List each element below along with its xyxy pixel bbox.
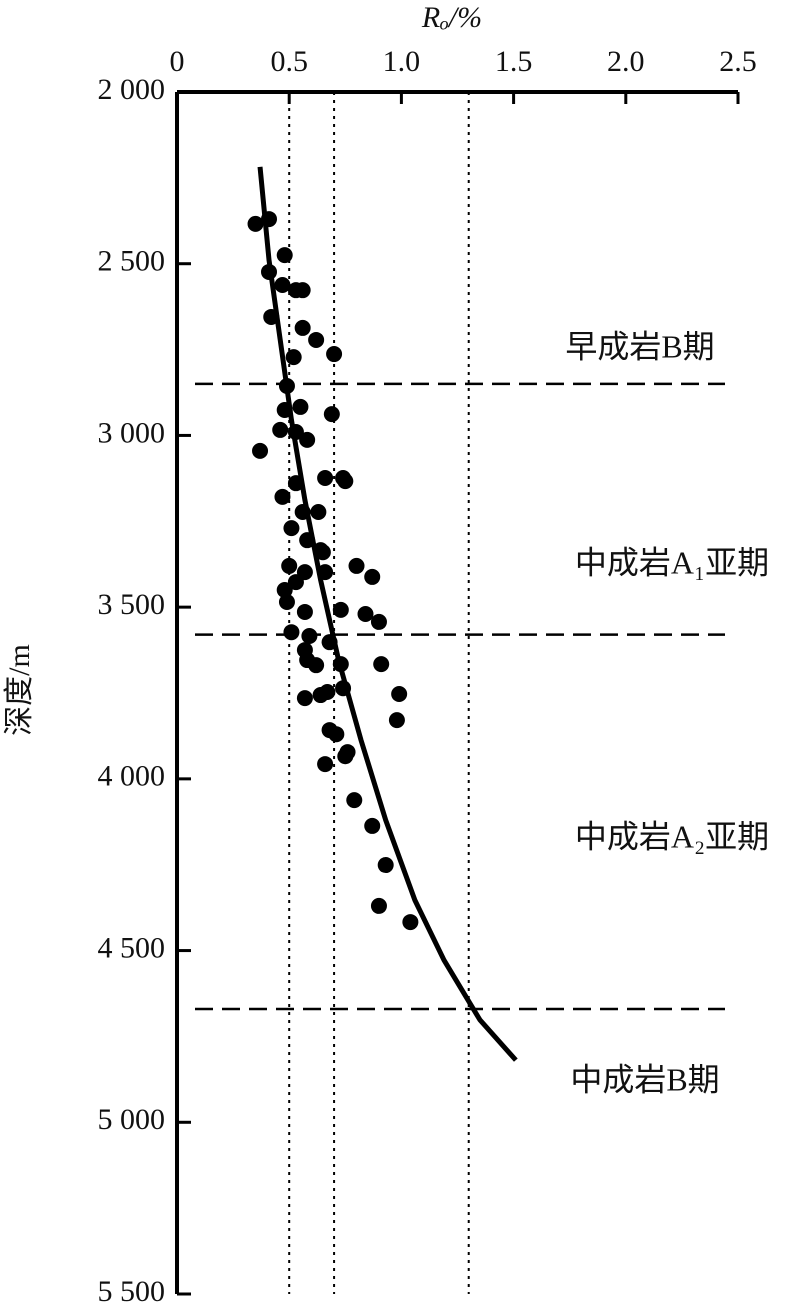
data-point <box>278 593 295 610</box>
annotation: 中成岩A₂亚期 <box>575 818 769 854</box>
data-point <box>377 857 394 874</box>
y-tick-label: 5 000 <box>98 1103 166 1136</box>
data-point <box>370 613 387 630</box>
data-point <box>317 756 334 773</box>
data-point <box>296 603 313 620</box>
data-point <box>252 442 269 459</box>
data-point <box>337 748 354 765</box>
data-point <box>314 544 331 561</box>
data-point <box>388 712 405 729</box>
data-point <box>294 319 311 336</box>
x-tick-label: 2.0 <box>607 45 645 78</box>
x-axis-title: Rₒ/% <box>421 1 482 34</box>
data-point <box>357 606 374 623</box>
x-tick-label: 0 <box>170 45 185 78</box>
data-point <box>308 657 325 674</box>
annotation: 中成岩B期 <box>570 1061 719 1097</box>
data-point <box>281 557 298 574</box>
data-point <box>274 277 291 294</box>
x-tick-label: 1.5 <box>495 45 533 78</box>
data-point <box>276 247 293 264</box>
y-tick-label: 3 500 <box>98 588 166 621</box>
data-point <box>285 349 302 366</box>
data-point <box>328 726 345 743</box>
x-tick-label: 0.5 <box>270 45 308 78</box>
data-point <box>296 690 313 707</box>
y-tick-label: 4 000 <box>98 760 166 793</box>
data-point <box>317 470 334 487</box>
y-tick-label: 4 500 <box>98 931 166 964</box>
data-point <box>370 897 387 914</box>
data-point <box>287 574 304 591</box>
data-point <box>308 331 325 348</box>
data-point <box>247 215 264 232</box>
data-point <box>337 473 354 490</box>
data-point <box>292 398 309 415</box>
data-point <box>373 656 390 673</box>
y-tick-label: 5 500 <box>98 1275 166 1306</box>
data-point <box>402 914 419 931</box>
data-point <box>348 557 365 574</box>
data-point <box>299 431 316 448</box>
data-point <box>276 581 293 598</box>
data-point <box>319 683 336 700</box>
annotation: 早成岩B期 <box>565 328 714 364</box>
data-point <box>272 421 289 438</box>
data-point <box>283 624 300 641</box>
data-point <box>364 568 381 585</box>
y-axis-title: 深度/m <box>3 644 36 736</box>
y-tick-label: 3 000 <box>98 416 166 449</box>
annotation: 中成岩A₁亚期 <box>575 544 769 580</box>
data-point <box>301 627 318 644</box>
x-tick-label: 2.5 <box>719 45 757 78</box>
data-point <box>294 282 311 299</box>
data-point <box>323 406 340 423</box>
data-point <box>364 817 381 834</box>
data-point <box>274 488 291 505</box>
data-point <box>332 601 349 618</box>
data-point <box>391 686 408 703</box>
y-tick-label: 2 000 <box>98 73 166 106</box>
trend-line <box>257 166 518 1062</box>
data-point <box>310 504 327 521</box>
data-point <box>326 346 343 363</box>
data-point <box>283 520 300 537</box>
x-tick-label: 1.0 <box>383 45 421 78</box>
y-tick-label: 2 500 <box>98 245 166 278</box>
data-point <box>346 792 363 809</box>
